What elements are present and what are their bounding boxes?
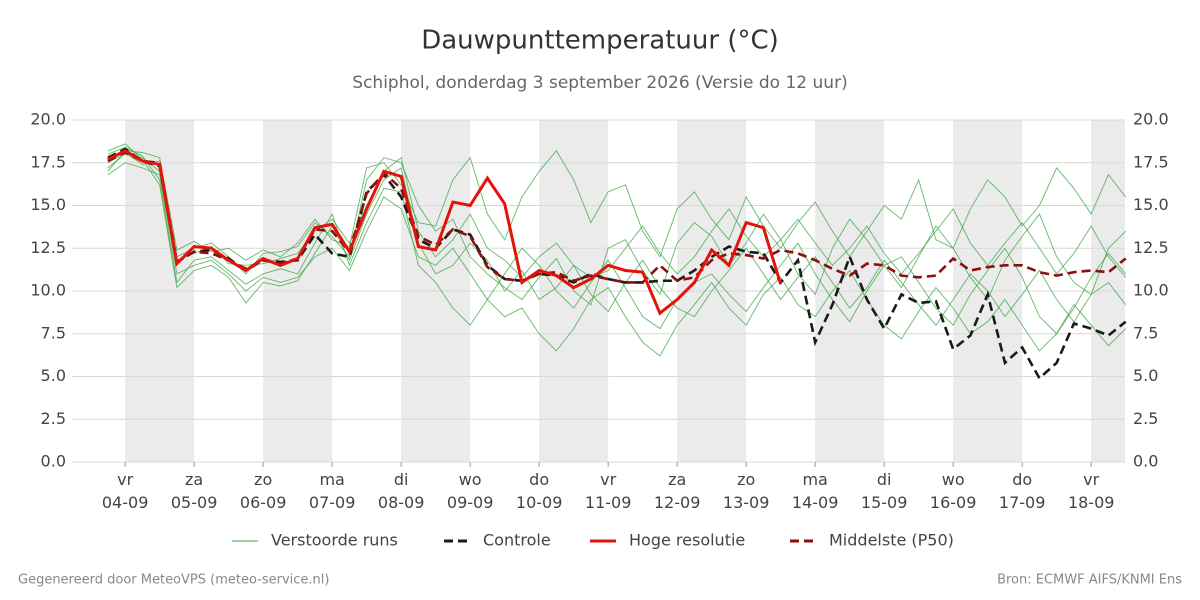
chart-title: Dauwpunttemperatuur (°C)	[421, 26, 779, 56]
x-tick-label: wo 16-09	[930, 470, 977, 512]
y-tick-label: 20.0	[30, 110, 66, 129]
series-line	[107, 147, 1127, 381]
y-tick-label: 17.5	[30, 152, 66, 171]
ensemble-line	[107, 150, 1127, 261]
x-tick-label: vr 04-09	[102, 470, 149, 512]
y2-tick-label: 20.0	[1133, 110, 1169, 129]
ensemble-line	[107, 162, 1127, 357]
y-tick-label: 2.5	[41, 409, 66, 428]
y2-tick-label: 10.0	[1133, 281, 1169, 300]
x-tick-label: zo 13-09	[723, 470, 770, 512]
x-tick-label: di 15-09	[861, 470, 908, 512]
ensemble-line	[107, 143, 1127, 326]
x-tick-label: di 08-09	[378, 470, 425, 512]
y-tick-label: 7.5	[41, 323, 66, 342]
footer-left: Gegenereerd door MeteoVPS (meteo-service…	[18, 573, 329, 588]
y2-tick-label: 12.5	[1133, 238, 1169, 257]
legend-label: Hoge resolutie	[629, 531, 745, 550]
y-tick-label: 12.5	[30, 238, 66, 257]
chart-subtitle: Schiphol, donderdag 3 september 2026 (Ve…	[352, 73, 847, 93]
ensemble-line	[107, 151, 1127, 278]
ensemble-line	[107, 153, 1127, 306]
x-tick-label: za 05-09	[171, 470, 218, 512]
y-tick-label: 0.0	[41, 452, 66, 471]
series-line	[107, 149, 783, 316]
ensemble-line	[107, 146, 1127, 335]
y2-tick-label: 17.5	[1133, 152, 1169, 171]
y2-tick-label: 7.5	[1133, 323, 1158, 342]
y2-tick-label: 15.0	[1133, 195, 1169, 214]
y2-tick-label: 2.5	[1133, 409, 1158, 428]
x-tick-label: ma 07-09	[309, 470, 356, 512]
x-tick-label: vr 11-09	[585, 470, 632, 512]
x-tick-label: wo 09-09	[447, 470, 494, 512]
y-tick-label: 15.0	[30, 195, 66, 214]
x-tick-label: do 10-09	[516, 470, 563, 512]
y2-tick-label: 5.0	[1133, 366, 1158, 385]
x-tick-label: zo 06-09	[240, 470, 287, 512]
x-tick-label: vr 18-09	[1068, 470, 1115, 512]
legend-label: Middelste (P50)	[829, 531, 954, 550]
x-tick-label: za 12-09	[654, 470, 701, 512]
x-tick-label: do 17-09	[999, 470, 1046, 512]
x-tick-label: ma 14-09	[792, 470, 839, 512]
series-line	[107, 151, 1127, 284]
legend-label: Controle	[483, 531, 551, 550]
y-tick-label: 10.0	[30, 281, 66, 300]
footer-right: Bron: ECMWF AIFS/KNMI Ens	[997, 573, 1182, 588]
y-tick-label: 5.0	[41, 366, 66, 385]
y2-tick-label: 0.0	[1133, 452, 1158, 471]
legend-label: Verstoorde runs	[271, 531, 398, 550]
